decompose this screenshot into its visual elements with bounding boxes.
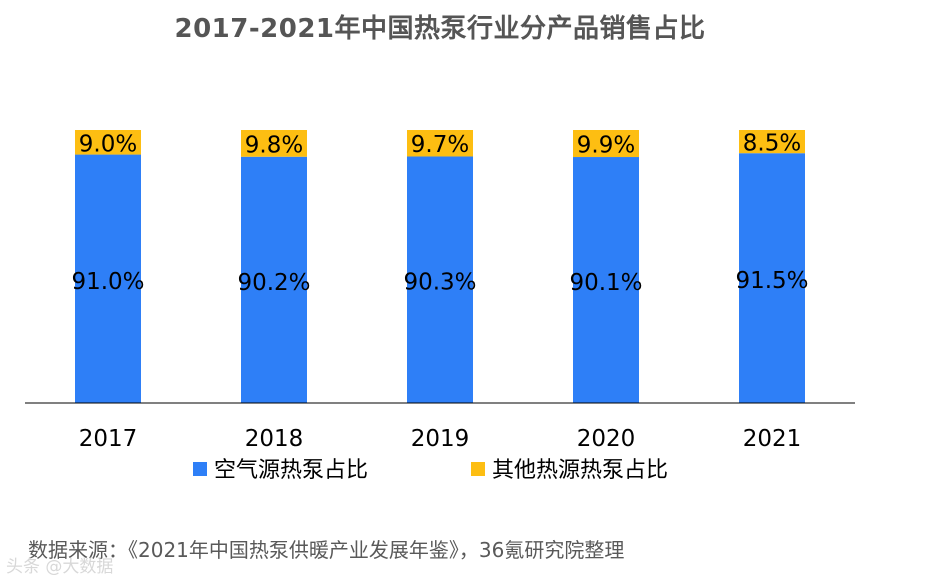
- bar-air-source-2021: [739, 153, 805, 403]
- legend-swatch-air-source: [193, 462, 207, 476]
- data-label-other-source-2021: 8.5%: [743, 131, 801, 157]
- bar-other-source-2021: [739, 130, 805, 154]
- bar-air-source-2018: [241, 156, 307, 403]
- data-label-other-source-2018: 9.8%: [245, 132, 303, 158]
- x-tick-label-2020: 2020: [577, 426, 636, 452]
- data-label-air-source-2017: 91.0%: [71, 269, 144, 295]
- watermark: 头条 @大数据: [6, 557, 114, 577]
- data-label-other-source-2019: 9.7%: [411, 132, 469, 158]
- data-label-other-source-2020: 9.9%: [577, 133, 635, 159]
- data-source-note: 数据来源：《2021年中国热泵供暖产业发展年鉴》，36氪研究院整理: [28, 538, 625, 562]
- bar-air-source-2019: [407, 156, 473, 403]
- bar-air-source-2020: [573, 157, 639, 403]
- x-tick-label-2017: 2017: [79, 426, 138, 452]
- bar-air-source-2017: [75, 154, 141, 403]
- x-tick-label-2021: 2021: [743, 426, 802, 452]
- x-tick-label-2018: 2018: [245, 426, 304, 452]
- data-label-air-source-2021: 91.5%: [735, 268, 808, 294]
- data-label-other-source-2017: 9.0%: [79, 131, 137, 157]
- bar-other-source-2019: [407, 130, 473, 157]
- data-label-air-source-2018: 90.2%: [237, 270, 310, 296]
- legend-swatch-other-source: [471, 462, 485, 476]
- chart-title: 2017-2021年中国热泵行业分产品销售占比: [174, 14, 706, 44]
- bar-other-source-2017: [75, 130, 141, 155]
- legend-label-other-source: 其他热源热泵占比: [492, 458, 668, 483]
- bar-other-source-2020: [573, 130, 639, 158]
- bar-other-source-2018: [241, 130, 307, 157]
- legend-label-air-source: 空气源热泵占比: [214, 458, 368, 483]
- data-label-air-source-2019: 90.3%: [403, 270, 476, 296]
- x-tick-label-2019: 2019: [411, 426, 470, 452]
- data-label-air-source-2020: 90.1%: [569, 270, 642, 296]
